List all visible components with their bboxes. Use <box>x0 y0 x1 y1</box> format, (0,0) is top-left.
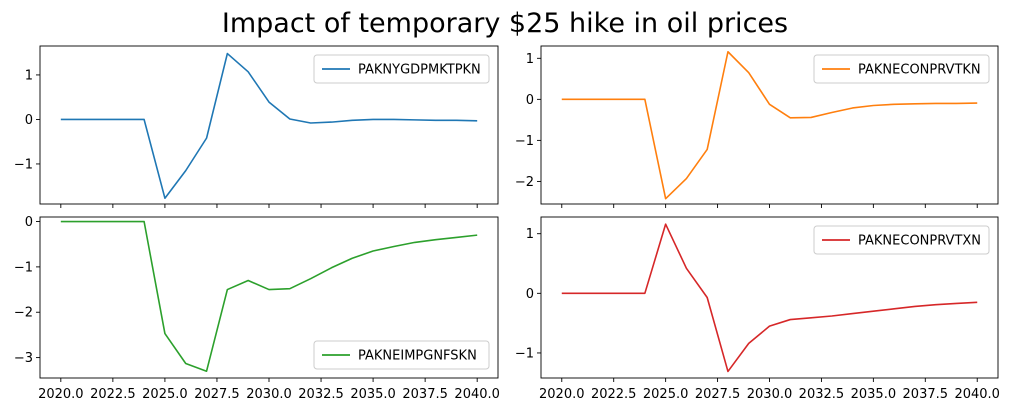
y-tick-label: 1 <box>25 68 33 83</box>
subplot-2: −2 −1 0 1 PAKNECONPRVTKN <box>515 45 999 208</box>
legend-label: PAKNECONPRVTKN <box>858 63 981 78</box>
x-tick-label: 2037.5 <box>903 387 949 402</box>
series-line-pakneimpgnfskn <box>60 220 478 373</box>
x-tick-label: 2027.5 <box>695 387 741 402</box>
subplot-4: −1 0 1 2020.0 2022.5 2025.0 2027.5 2030.0 2032.5… <box>515 216 1000 402</box>
legend-label: PAKNECONPRVTXN <box>858 234 981 249</box>
legend-label: PAKNEIMPGNFSKN <box>358 349 477 364</box>
y-tick-label: −1 <box>14 260 33 275</box>
legend: PAKNYGDPMKTPKN <box>313 54 490 84</box>
legend-box <box>313 340 490 370</box>
legend-box <box>813 225 990 255</box>
x-tick-label: 2032.5 <box>298 387 344 402</box>
x-tick-label: 2020.0 <box>38 387 84 402</box>
legend-box <box>313 54 490 84</box>
subplot-3: −3 −2 −1 0 2020.0 2022.5 2025.0 2027.5 2030.0 203… <box>14 215 500 402</box>
y-tick-label: 0 <box>526 93 534 108</box>
x-tick-label: 2030.0 <box>246 387 292 402</box>
y-tick-label: 1 <box>526 227 534 242</box>
legend: PAKNEIMPGNFSKN <box>313 340 490 370</box>
legend-label: PAKNYGDPMKTPKN <box>358 63 481 78</box>
y-tick-label: −2 <box>14 306 33 321</box>
y-tick-label: −2 <box>515 175 534 190</box>
series-line-pakneconprvtxn <box>561 223 978 373</box>
x-tick-label: 2035.0 <box>851 387 897 402</box>
x-tick-label: 2040.0 <box>954 387 1000 402</box>
y-tick-label: −1 <box>515 134 534 149</box>
x-tick-label: 2032.5 <box>799 387 845 402</box>
x-tick-label: 2030.0 <box>747 387 793 402</box>
y-tick-label: 0 <box>25 113 33 128</box>
y-tick-label: 0 <box>526 287 534 302</box>
y-tick-label: −1 <box>515 346 534 361</box>
x-tick-label: 2025.0 <box>643 387 689 402</box>
legend: PAKNECONPRVTXN <box>813 225 990 255</box>
y-tick-label: −1 <box>14 157 33 172</box>
x-tick-label: 2022.5 <box>591 387 637 402</box>
series-line-paknygdpmktpkn <box>60 52 478 200</box>
x-tick-label: 2025.0 <box>142 387 188 402</box>
x-tick-label: 2035.0 <box>350 387 396 402</box>
figure-title: Impact of temporary $25 hike in oil pric… <box>222 8 788 39</box>
x-tick-label: 2020.0 <box>539 387 585 402</box>
legend: PAKNECONPRVTKN <box>813 54 990 84</box>
x-tick-label: 2022.5 <box>90 387 136 402</box>
y-tick-label: 0 <box>25 215 33 230</box>
x-tick-label: 2037.5 <box>402 387 448 402</box>
x-tick-label: 2040.0 <box>454 387 500 402</box>
legend-box <box>813 54 990 84</box>
series-line-pakneconprvtkn <box>561 50 978 200</box>
y-tick-label: −3 <box>14 351 33 366</box>
y-tick-label: 1 <box>526 52 534 67</box>
x-tick-label: 2027.5 <box>194 387 240 402</box>
subplot-1: −1 0 1 PAKNYGDPMKTPKN <box>14 45 499 208</box>
